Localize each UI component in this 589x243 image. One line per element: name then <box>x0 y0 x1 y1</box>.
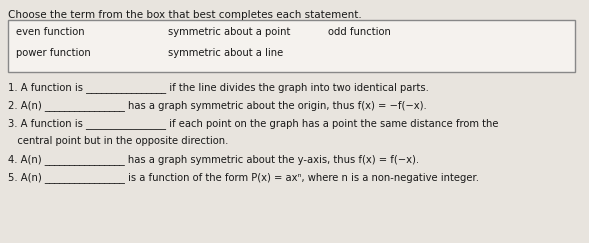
Text: central point but in the opposite direction.: central point but in the opposite direct… <box>8 136 229 146</box>
Text: 3. A function is ________________ if each point on the graph has a point the sam: 3. A function is ________________ if eac… <box>8 118 498 129</box>
Text: 2. A(n) ________________ has a graph symmetric about the origin, thus f(x) = −f(: 2. A(n) ________________ has a graph sym… <box>8 100 427 111</box>
Text: 5. A(n) ________________ is a function of the form P(x) = axⁿ, where n is a non-: 5. A(n) ________________ is a function o… <box>8 172 479 183</box>
Text: 1. A function is ________________ if the line divides the graph into two identic: 1. A function is ________________ if the… <box>8 82 429 93</box>
Text: odd function: odd function <box>328 27 391 37</box>
Text: symmetric about a line: symmetric about a line <box>168 48 283 58</box>
Text: 4. A(n) ________________ has a graph symmetric about the y-axis, thus f(x) = f(−: 4. A(n) ________________ has a graph sym… <box>8 154 419 165</box>
Text: power function: power function <box>16 48 91 58</box>
Text: Choose the term from the box that best completes each statement.: Choose the term from the box that best c… <box>8 10 362 20</box>
Text: symmetric about a point: symmetric about a point <box>168 27 290 37</box>
FancyBboxPatch shape <box>8 20 575 72</box>
Text: even function: even function <box>16 27 85 37</box>
